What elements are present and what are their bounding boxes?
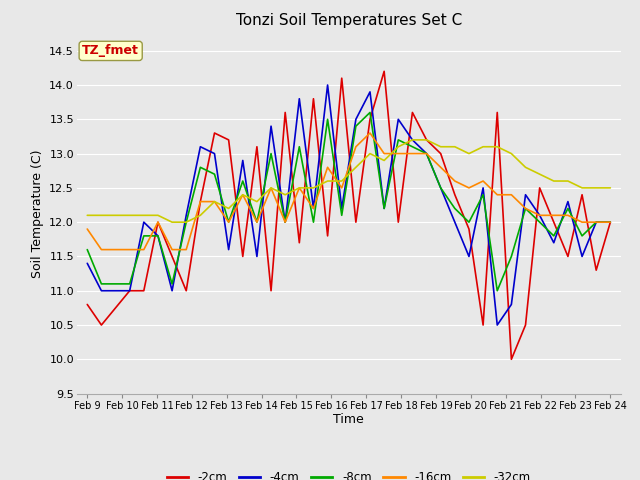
Title: Tonzi Soil Temperatures Set C: Tonzi Soil Temperatures Set C — [236, 13, 462, 28]
Y-axis label: Soil Temperature (C): Soil Temperature (C) — [31, 149, 44, 278]
X-axis label: Time: Time — [333, 413, 364, 426]
Legend: -2cm, -4cm, -8cm, -16cm, -32cm: -2cm, -4cm, -8cm, -16cm, -32cm — [162, 466, 536, 480]
Text: TZ_fmet: TZ_fmet — [82, 44, 139, 58]
